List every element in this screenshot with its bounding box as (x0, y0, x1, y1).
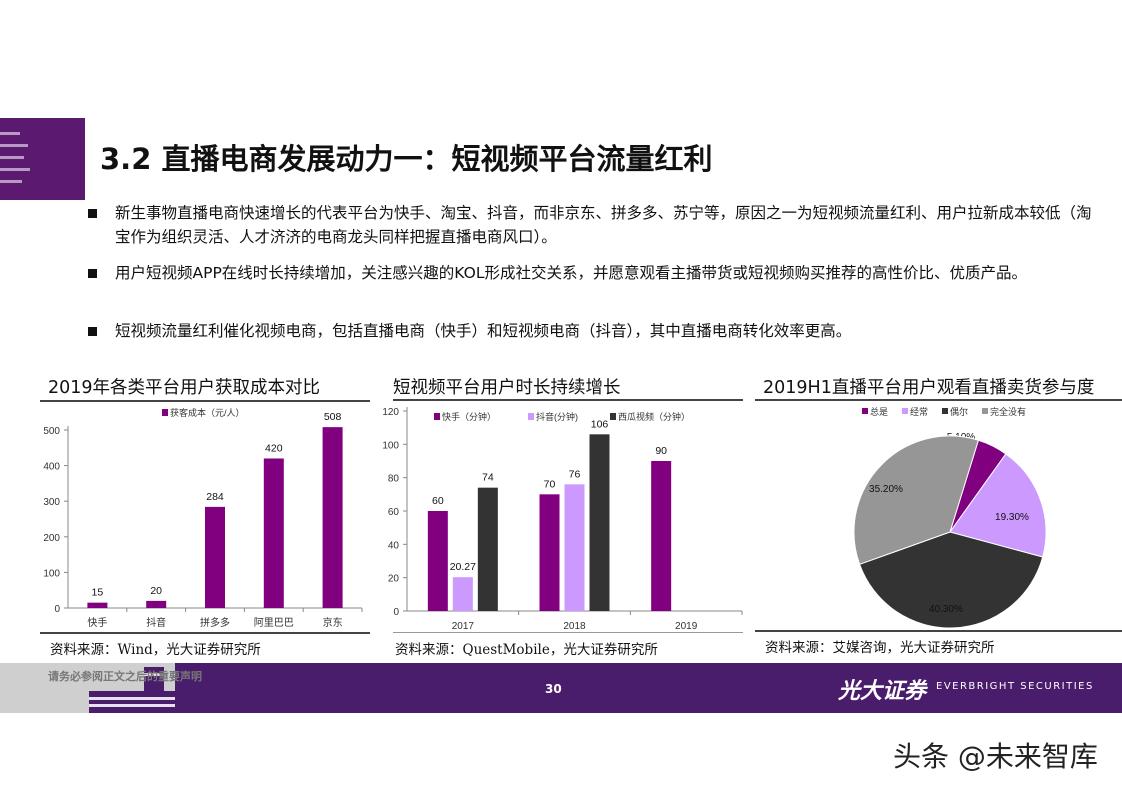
legend-swatch (862, 408, 868, 414)
y-tick-label: 200 (43, 533, 60, 544)
y-tick-label: 120 (382, 407, 399, 418)
data-label: 74 (482, 472, 494, 484)
legend-swatch (610, 413, 616, 420)
y-tick-label: 0 (54, 604, 60, 615)
x-tick-label: 抖音 (146, 616, 166, 629)
page-number: 30 (545, 682, 562, 696)
legend-swatch (162, 409, 168, 416)
bar (452, 577, 473, 611)
y-tick-label: 100 (382, 440, 399, 451)
divider (40, 400, 370, 402)
divider (393, 399, 743, 401)
pie-slice (853, 435, 979, 565)
disclaimer-note: 请务必参阅正文之后的重要声明 (48, 670, 202, 683)
bar (651, 461, 672, 611)
x-tick-label: 京东 (323, 616, 343, 629)
y-tick-label: 300 (43, 497, 60, 508)
y-tick-label: 100 (43, 568, 60, 579)
legend-swatch (434, 413, 440, 420)
divider (40, 632, 370, 634)
chart2-title: 短视频平台用户时长持续增长 (393, 378, 621, 398)
chart1-source: 资料来源：Wind，光大证券研究所 (50, 642, 261, 658)
pie-slice (858, 531, 1044, 629)
legend-label: 快手（分钟） (442, 411, 496, 422)
bullet-item: 用户短视频APP在线时长持续增加，关注感兴趣的KOL形成社交关系，并愿意观看主播… (88, 261, 1098, 285)
header-decoration (0, 118, 85, 200)
bullet-square-icon (88, 269, 97, 278)
legend-label: 经常 (910, 406, 928, 417)
brand-logo-cn: 光大证券 (838, 678, 927, 704)
legend-label: 完全没有 (990, 406, 1026, 417)
bullet-square-icon (88, 327, 97, 336)
y-tick-label: 500 (43, 426, 60, 437)
data-label: 20 (150, 585, 162, 597)
data-label: 70 (544, 478, 556, 490)
data-label: 508 (324, 411, 342, 423)
bullet-item: 短视频流量红利催化视频电商，包括直播电商（快手）和短视频电商（抖音），其中直播电… (88, 319, 1098, 343)
x-tick-label: 2017 (452, 621, 475, 632)
data-label: 420 (265, 442, 283, 454)
bullet-square-icon (88, 209, 97, 218)
data-label: 106 (591, 418, 609, 430)
legend-label: 西瓜视频（分钟） (618, 411, 690, 422)
divider (755, 630, 1122, 632)
legend-label: 抖音(分钟) (536, 411, 578, 422)
data-label: 20.27 (450, 561, 476, 573)
chart3-title: 2019H1直播平台用户观看直播卖货参与度 (763, 378, 1095, 398)
bullet-item: 新生事物直播电商快速增长的代表平台为快手、淘宝、抖音，而非京东、拼多多、苏宁等，… (88, 201, 1098, 249)
bar (146, 600, 167, 608)
legend-swatch (942, 408, 948, 414)
brand-logo-en: EVERBRIGHT SECURITIES (936, 681, 1094, 692)
data-label: 60 (432, 495, 444, 507)
watermark: 头条 @未来智库 (893, 740, 1098, 773)
x-tick-label: 2019 (675, 621, 698, 632)
y-tick-label: 40 (388, 540, 400, 551)
legend-swatch (902, 408, 908, 414)
divider (393, 632, 743, 633)
y-tick-label: 400 (43, 462, 60, 473)
bar (564, 484, 585, 611)
legend-label: 获客成本（元/人） (170, 407, 245, 418)
slice-label: 35.20% (869, 484, 903, 495)
bar (477, 487, 498, 611)
pie-slice (949, 453, 1047, 558)
y-tick-label: 0 (393, 607, 399, 618)
data-label: 284 (206, 491, 224, 503)
chart1-acquisition-cost: 0 100 200 300 400 500 快手 15 抖音 20 拼多多 284 阿里巴巴 420 京东 5… (43, 407, 363, 629)
x-tick-label: 阿里巴巴 (254, 617, 294, 629)
data-label: 15 (92, 587, 104, 599)
bar (263, 458, 284, 608)
y-tick-label: 60 (388, 507, 400, 518)
footer-stripes (89, 663, 175, 713)
data-label: 76 (569, 468, 581, 480)
legend-swatch (982, 408, 988, 414)
legend-label: 总是 (870, 406, 888, 417)
slice-label: 19.30% (995, 512, 1029, 523)
bar (427, 511, 448, 611)
chart1-title: 2019年各类平台用户获取成本对比 (48, 378, 321, 398)
legend-label: 偶尔 (950, 406, 968, 417)
data-label: 90 (655, 445, 667, 457)
x-tick-label: 拼多多 (200, 616, 230, 629)
chart2-usage-time: 0 20 40 60 80 100 120 2017 60 20.27 74 2018 70 76 106 2… (382, 407, 743, 632)
slice-label: 40.30% (929, 604, 963, 615)
bar (539, 494, 560, 611)
x-tick-label: 2018 (563, 621, 586, 632)
chart2-source: 资料来源：QuestMobile，光大证券研究所 (395, 642, 658, 658)
bar (205, 506, 225, 608)
bar (322, 427, 343, 608)
bar (589, 434, 610, 611)
chart3-source: 资料来源：艾媒咨询，光大证券研究所 (765, 640, 995, 656)
y-tick-label: 80 (388, 474, 400, 485)
footer-bar (0, 663, 1122, 713)
x-tick-label: 快手 (87, 616, 107, 629)
bar (87, 602, 108, 608)
legend-swatch (528, 413, 534, 420)
y-tick-label: 20 (388, 574, 400, 585)
page-title: 3.2 直播电商发展动力一：短视频平台流量红利 (100, 142, 713, 176)
divider (755, 399, 1122, 401)
